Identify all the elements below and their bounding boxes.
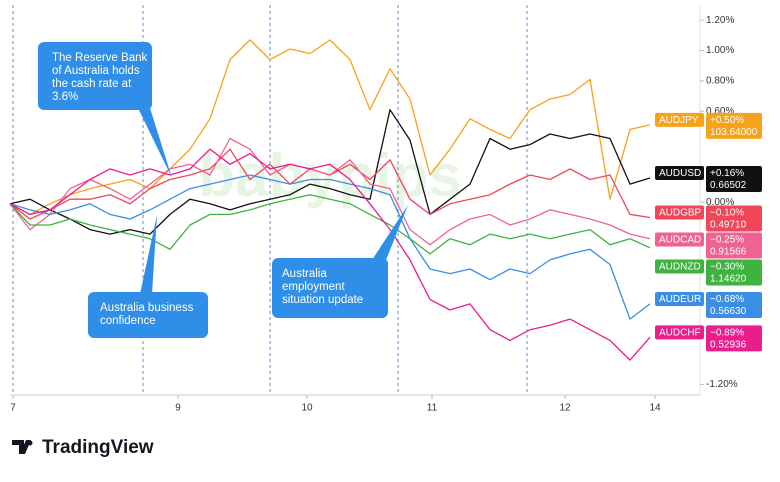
series-name: AUDNZD bbox=[659, 262, 701, 273]
callout bbox=[38, 42, 152, 110]
series-price: 0.49710 bbox=[710, 220, 747, 231]
annotation-text: Australia business bbox=[100, 302, 194, 314]
logo-dot bbox=[27, 440, 33, 446]
y-tick-label: 0.60% bbox=[706, 106, 734, 117]
series-price: 0.56630 bbox=[710, 306, 747, 317]
y-tick-label: 0.00% bbox=[706, 197, 734, 208]
series-name-box bbox=[655, 165, 704, 180]
series-line bbox=[9, 194, 651, 255]
y-tick-label: 1.20% bbox=[706, 15, 734, 26]
series-name-box bbox=[655, 205, 704, 220]
series-line bbox=[9, 137, 651, 246]
series-label: AUDCAD −0.25%0.91566 bbox=[655, 232, 762, 259]
annotation-text: 3.6% bbox=[52, 91, 78, 103]
annotation-text: situation update bbox=[282, 294, 363, 306]
series-value-box bbox=[706, 291, 762, 318]
series-value-box bbox=[706, 165, 762, 192]
callout-pointer bbox=[372, 205, 408, 260]
series-name-box bbox=[655, 325, 704, 340]
series-change: −0.89% bbox=[710, 327, 744, 338]
y-tick-label: -1.20% bbox=[706, 379, 738, 390]
series-name-box bbox=[655, 291, 704, 306]
annotation-text: employment bbox=[282, 281, 345, 293]
series-value-box bbox=[706, 325, 762, 352]
annotation-text: Australia bbox=[282, 268, 327, 280]
series-change: −0.25% bbox=[710, 235, 744, 246]
series-label: AUDUSD +0.16%0.66502 bbox=[655, 165, 762, 192]
series-name: AUDCHF bbox=[659, 327, 701, 338]
annotation-text: The Reserve Bank bbox=[52, 52, 147, 64]
series-change: −0.68% bbox=[710, 294, 744, 305]
x-tick-label: 14 bbox=[649, 403, 661, 414]
series-change: +0.50% bbox=[710, 115, 744, 126]
callout-pointer bbox=[140, 215, 157, 294]
x-tick-label: 11 bbox=[427, 403, 438, 414]
annotation-text: confidence bbox=[100, 315, 156, 327]
y-tick-label: 0.80% bbox=[706, 76, 734, 87]
annotation-text: the cash rate at bbox=[52, 78, 132, 90]
series-value-box bbox=[706, 259, 762, 286]
series-price: 0.91566 bbox=[710, 247, 747, 258]
x-tick-label: 12 bbox=[559, 403, 571, 414]
series-line bbox=[9, 39, 651, 216]
series-name-box bbox=[655, 232, 704, 247]
series-label: AUDEUR −0.68%0.56630 bbox=[655, 291, 762, 318]
series-value-box bbox=[706, 205, 762, 232]
series-value-box bbox=[706, 112, 762, 139]
series-price: 0.66502 bbox=[710, 180, 747, 191]
series-price: 1.14620 bbox=[710, 274, 747, 285]
series-name: AUDEUR bbox=[659, 294, 701, 305]
series-name: AUDCAD bbox=[659, 235, 701, 246]
brand-logo: TradingView bbox=[12, 437, 154, 458]
series-value-box bbox=[706, 232, 762, 259]
x-tick-label: 10 bbox=[301, 403, 313, 414]
logo-mark bbox=[12, 440, 31, 454]
series-line bbox=[9, 174, 651, 320]
series-label: AUDCHF −0.89%0.52936 bbox=[655, 325, 762, 352]
series-label: AUDGBP −0.10%0.49710 bbox=[655, 205, 762, 232]
series-change: −0.30% bbox=[710, 262, 744, 273]
brand: TradingView bbox=[42, 437, 154, 458]
series-line bbox=[9, 109, 651, 235]
series-name-box bbox=[655, 112, 704, 127]
series-lines bbox=[9, 39, 651, 361]
series-label: AUDJPY +0.50%103.64000 bbox=[655, 112, 762, 139]
x-tick-label: 7 bbox=[10, 403, 16, 414]
x-tick-label: 9 bbox=[175, 403, 181, 414]
series-change: +0.16% bbox=[710, 168, 744, 179]
y-tick-label: 1.00% bbox=[706, 45, 734, 56]
series-name-box bbox=[655, 259, 704, 274]
series-price: 103.64000 bbox=[710, 127, 758, 138]
series-label: AUDNZD −0.30%1.14620 bbox=[655, 259, 762, 286]
series-name: AUDUSD bbox=[659, 168, 701, 179]
series-name: AUDJPY bbox=[659, 115, 699, 126]
series-price: 0.52936 bbox=[710, 339, 747, 350]
annotation-text: of Australia holds bbox=[52, 65, 140, 77]
series-name: AUDGBP bbox=[659, 208, 702, 219]
series-line bbox=[9, 148, 651, 361]
callout bbox=[88, 292, 208, 338]
callout-pointer bbox=[138, 108, 172, 178]
series-change: −0.10% bbox=[710, 208, 744, 219]
callout bbox=[272, 258, 388, 318]
